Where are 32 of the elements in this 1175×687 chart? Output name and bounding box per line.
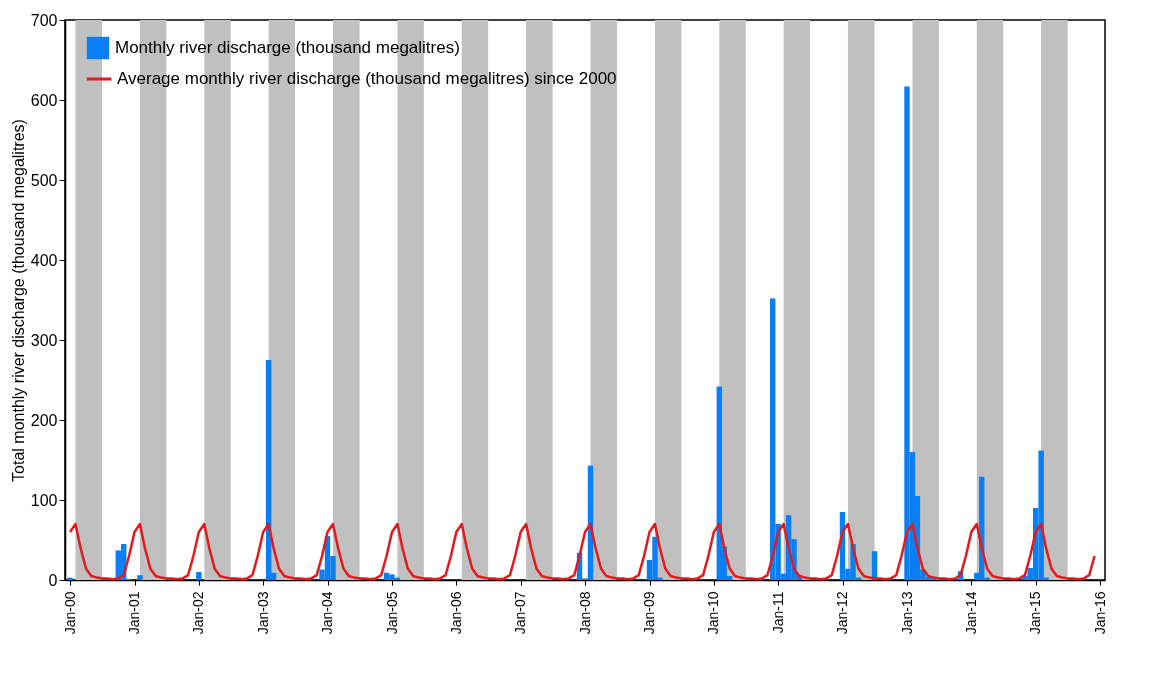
legend-label: Average monthly river discharge (thousand megalitres) since 2000 [117, 69, 617, 88]
x-tick-label: Jan-15 [1027, 591, 1044, 635]
x-tick-label: Jan-01 [126, 591, 143, 635]
x-tick-label: Jan-02 [190, 591, 207, 635]
x-tick-label: Jan-10 [705, 591, 722, 635]
x-tick-label: Jan-08 [576, 591, 593, 635]
y-tick-label: 700 [30, 11, 58, 29]
y-tick-label: 300 [30, 331, 58, 349]
x-tick-label: Jan-16 [1091, 591, 1108, 635]
x-tick-label: Jan-06 [447, 591, 464, 635]
y-axis-title: Total monthly river discharge (thousand megalitres) [9, 119, 27, 482]
x-tick-label: Jan-13 [898, 591, 915, 635]
x-tick-label: Jan-07 [512, 591, 529, 635]
x-tick-label: Jan-05 [383, 591, 400, 635]
x-tick-label: Jan-12 [834, 591, 850, 635]
y-tick-label: 0 [48, 571, 58, 589]
x-tick-label: Jan-11 [769, 591, 786, 634]
bar [137, 575, 143, 580]
legend-label: Monthly river discharge (thousand megalitres) [115, 38, 460, 57]
x-tick-label: Jan-00 [61, 591, 78, 635]
y-tick-label: 600 [30, 91, 58, 109]
y-tick-label: 500 [30, 171, 58, 189]
x-tick-label: Jan-09 [641, 591, 658, 635]
x-tick-label: Jan-03 [254, 591, 271, 635]
y-tick-label: 400 [30, 251, 58, 269]
bar [67, 577, 73, 580]
x-tick-label: Jan-04 [319, 591, 335, 635]
line-series [68, 522, 1096, 581]
y-tick-label: 200 [30, 411, 58, 429]
bar [196, 572, 202, 580]
y-tick-label: 100 [30, 491, 58, 509]
x-tick-label: Jan-14 [962, 591, 979, 635]
